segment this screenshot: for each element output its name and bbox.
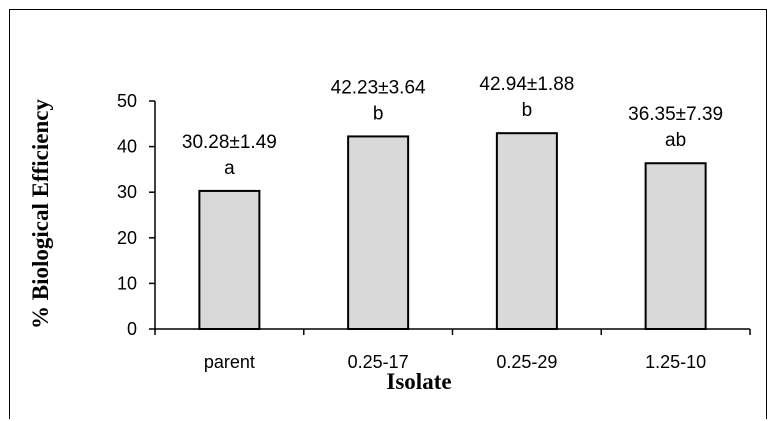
y-axis-title: % Biological Efficiency xyxy=(28,99,53,329)
bar-parent xyxy=(198,189,261,330)
y-tick-label: 20 xyxy=(117,228,137,248)
x-tick-label: 1.25-10 xyxy=(645,352,706,372)
value-label: 42.94±1.88 xyxy=(479,74,574,95)
bar-0.25-17 xyxy=(347,135,410,330)
y-tick-label: 0 xyxy=(127,319,137,339)
significance-label: b xyxy=(522,100,533,121)
y-tick-label: 10 xyxy=(117,273,137,293)
significance-label: b xyxy=(373,103,384,124)
x-tick-label: 0.25-17 xyxy=(348,352,409,372)
y-tick-label: 30 xyxy=(117,182,137,202)
significance-label: ab xyxy=(665,130,686,151)
chart-frame xyxy=(9,9,767,419)
x-tick-label: parent xyxy=(204,352,255,372)
value-label: 36.35±7.39 xyxy=(628,104,723,125)
x-tick-label: 0.25-29 xyxy=(496,352,557,372)
value-label: 30.28±1.49 xyxy=(182,132,277,153)
bar-1.25-10 xyxy=(644,162,707,330)
value-label: 42.23±3.64 xyxy=(331,77,426,98)
significance-label: a xyxy=(224,158,235,179)
bar-0.25-29 xyxy=(495,132,558,330)
y-tick-label: 40 xyxy=(117,137,137,157)
bar-labels: parent 30.28±1.49 a 0.25-17 42.23±3.64 b 0.25-… xyxy=(182,74,723,372)
y-tick-label: 50 xyxy=(117,91,137,111)
x-axis-title: Isolate xyxy=(386,369,451,394)
bars xyxy=(198,132,707,330)
